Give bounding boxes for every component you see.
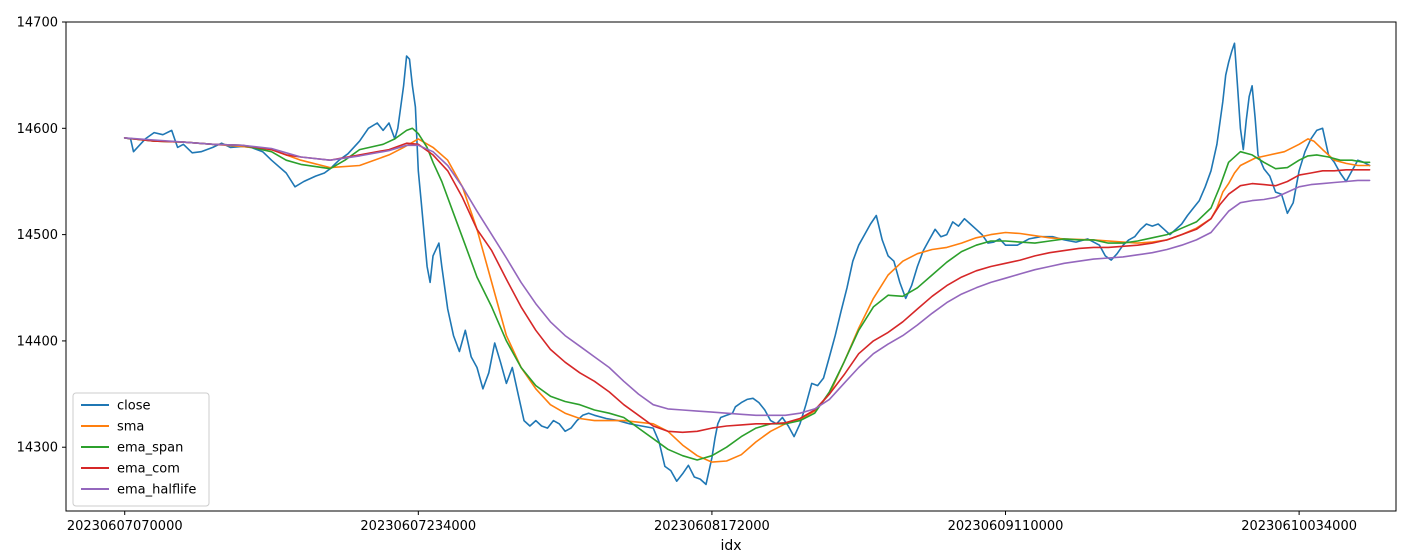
series-line-ema-span	[123, 127, 1371, 461]
x-tick-label: 20230608172000	[654, 519, 770, 534]
legend-label-ema-span: ema_span	[117, 441, 183, 456]
series-line-ema-com	[123, 137, 1371, 434]
y-tick-label: 14300	[17, 441, 58, 456]
legend-label-ema-com: ema_com	[117, 462, 180, 477]
y-tick-label: 14600	[17, 122, 58, 137]
legend: close sma ema_span ema_com ema_halflife	[72, 392, 210, 507]
x-axis: 20230607070000 20230607234000 202306081720…	[67, 511, 1357, 534]
x-axis-title: idx	[720, 538, 741, 554]
legend-label-close: close	[117, 399, 150, 414]
x-tick-label: 20230607234000	[360, 519, 476, 534]
x-tick-label: 20230607070000	[67, 519, 183, 534]
plot-frame	[65, 21, 1397, 512]
y-tick-label: 14500	[17, 228, 58, 243]
series-line-close	[123, 42, 1371, 486]
legend-label-ema-halflife: ema_halflife	[117, 483, 196, 498]
series-line-ema-halflife	[123, 137, 1371, 417]
x-tick-label: 20230609110000	[948, 519, 1064, 534]
series-layer	[123, 42, 1371, 486]
y-tick-label: 14700	[17, 16, 58, 31]
y-tick-label: 14400	[17, 334, 58, 349]
legend-label-sma: sma	[117, 420, 144, 435]
legend-box	[72, 392, 210, 507]
y-axis: 14300 14400 14500 14600 14700	[17, 16, 66, 456]
x-tick-label: 20230610034000	[1241, 519, 1357, 534]
